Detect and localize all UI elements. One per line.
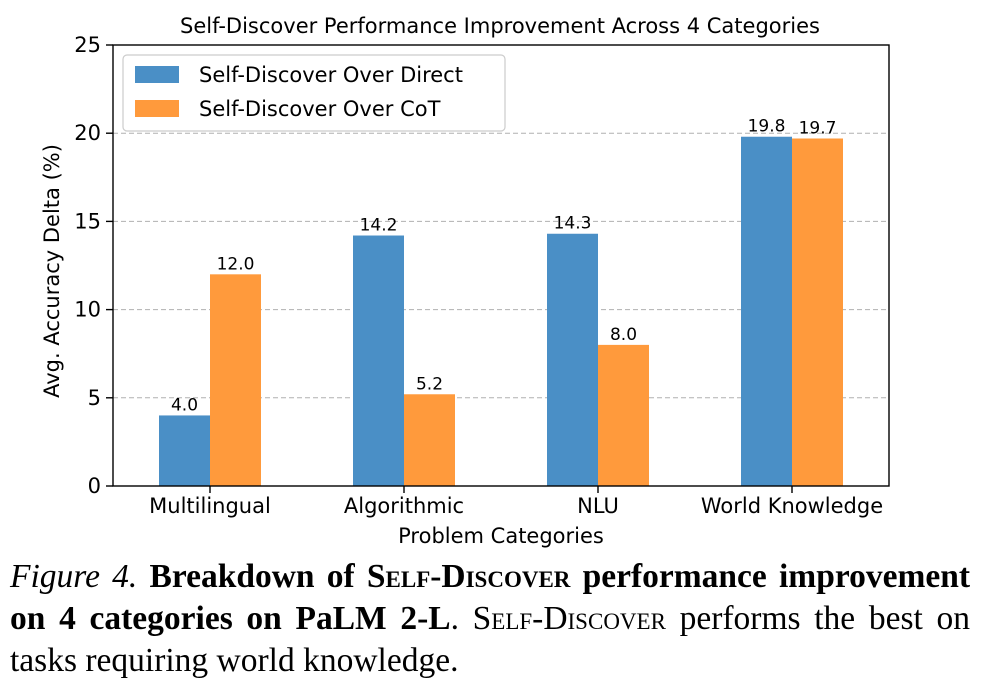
bar-cot-1	[404, 394, 455, 486]
bars	[159, 136, 843, 486]
y-tick-label-5: 5	[88, 386, 101, 410]
bar-label-direct-3: 19.8	[748, 117, 786, 137]
bar-direct-0	[159, 415, 210, 486]
caption-bold-tail: performance improvement on 4 categories …	[10, 558, 971, 637]
bar-label-direct-0: 4.0	[171, 395, 198, 415]
plot-frame	[112, 44, 890, 487]
bar-label-cot-2: 8.0	[610, 325, 637, 345]
x-tick-label-1: Algorithmic	[344, 494, 464, 518]
caption-bold-lead: Breakdown of	[149, 558, 355, 595]
caption-method-name-2: Self-Discover	[472, 600, 666, 637]
bar-label-direct-2: 14.3	[554, 214, 592, 234]
axes: 0 5 10 15 20 25 Multilingual Algorithmic NLU Worl…	[74, 33, 883, 518]
bar-labels: 4.0 12.0 14.2 5.2 14.3 8.0 19.8 19.7	[171, 117, 836, 416]
y-tick-label-15: 15	[74, 209, 101, 233]
caption-rest: performs the best on tasks requiring wor…	[10, 600, 970, 679]
legend-swatch-direct	[135, 66, 179, 83]
bar-direct-2	[547, 233, 598, 486]
legend: Self-Discover Over Direct Self-Discover …	[122, 54, 506, 132]
legend-swatch-cot	[135, 100, 179, 117]
chart-title: Self-Discover Performance Improvement Ac…	[180, 14, 820, 38]
y-tick-label-25: 25	[74, 33, 101, 57]
bar-direct-1	[353, 235, 404, 486]
bar-cot-3	[792, 138, 843, 486]
figure-caption: Figure 4. Breakdown of Self-Discover per…	[10, 558, 971, 679]
bar-label-cot-0: 12.0	[217, 254, 255, 274]
y-axis-label: Avg. Accuracy Delta (%)	[40, 144, 64, 398]
y-tick-label-10: 10	[74, 298, 101, 322]
x-axis-label: Problem Categories	[398, 524, 604, 548]
x-tick-label-0: Multilingual	[149, 494, 271, 518]
bar-label-direct-1: 14.2	[360, 216, 398, 236]
bar-direct-3	[741, 136, 792, 486]
legend-label-direct: Self-Discover Over Direct	[199, 63, 463, 87]
bar-label-cot-1: 5.2	[416, 374, 443, 394]
caption-method-name: Self-Discover	[366, 558, 571, 595]
bar-label-cot-3: 19.7	[799, 118, 837, 138]
x-tick-label-3: World Knowledge	[701, 494, 883, 518]
legend-box	[122, 54, 506, 132]
bar-cot-0	[210, 274, 261, 486]
x-tick-label-2: NLU	[577, 494, 619, 518]
caption-label: Figure 4.	[10, 558, 138, 595]
y-tick-label-20: 20	[74, 121, 101, 145]
legend-label-cot: Self-Discover Over CoT	[199, 97, 441, 121]
y-tick-label-0: 0	[88, 474, 101, 498]
bar-cot-2	[598, 344, 649, 486]
